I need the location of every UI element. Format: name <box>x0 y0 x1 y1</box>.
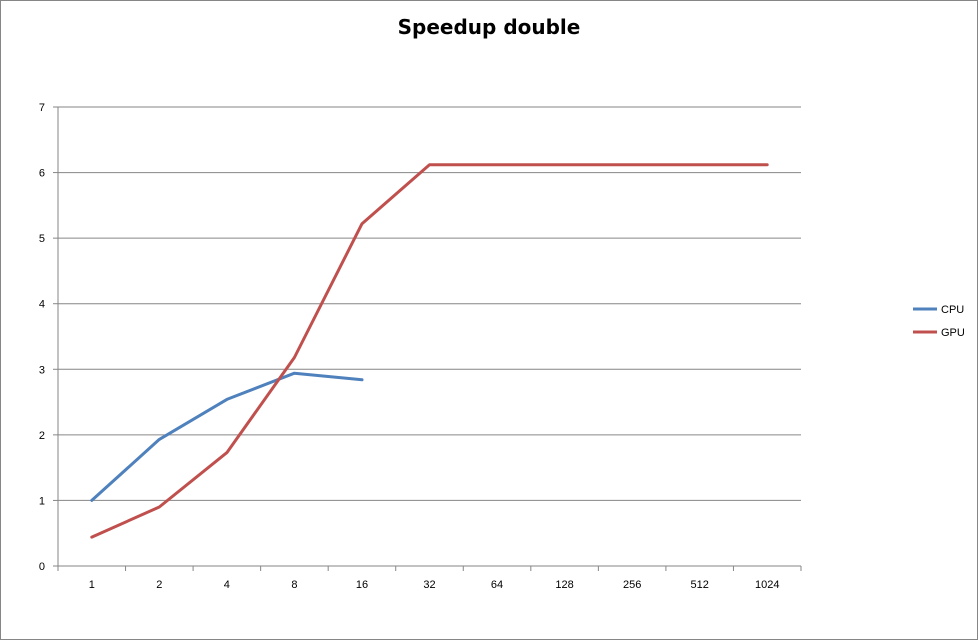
y-tick-label-2: 2 <box>39 430 45 442</box>
x-tick-label-32: 32 <box>423 579 435 591</box>
x-tick-label-1024: 1024 <box>755 579 779 591</box>
y-tick-label-4: 4 <box>39 299 45 311</box>
x-tick-label-256: 256 <box>623 579 641 591</box>
legend-label-gpu: GPU <box>941 327 965 339</box>
y-tick-label-7: 7 <box>39 102 45 114</box>
x-tick-label-128: 128 <box>555 579 573 591</box>
x-tick-label-1: 1 <box>89 579 95 591</box>
y-tick-label-3: 3 <box>39 364 45 376</box>
x-tick-label-64: 64 <box>491 579 503 591</box>
x-tick-label-512: 512 <box>691 579 709 591</box>
y-tick-label-0: 0 <box>39 561 45 573</box>
x-tick-label-8: 8 <box>291 579 297 591</box>
legend-label-cpu: CPU <box>941 304 964 316</box>
x-tick-label-16: 16 <box>356 579 368 591</box>
chart-title: Speedup double <box>397 15 581 39</box>
x-tick-label-2: 2 <box>156 579 162 591</box>
x-tick-label-4: 4 <box>224 579 230 591</box>
y-tick-label-1: 1 <box>39 495 45 507</box>
y-tick-label-6: 6 <box>39 168 45 180</box>
y-tick-label-5: 5 <box>39 233 45 245</box>
series-line-gpu <box>90 163 769 539</box>
series-line-cpu <box>90 371 364 502</box>
